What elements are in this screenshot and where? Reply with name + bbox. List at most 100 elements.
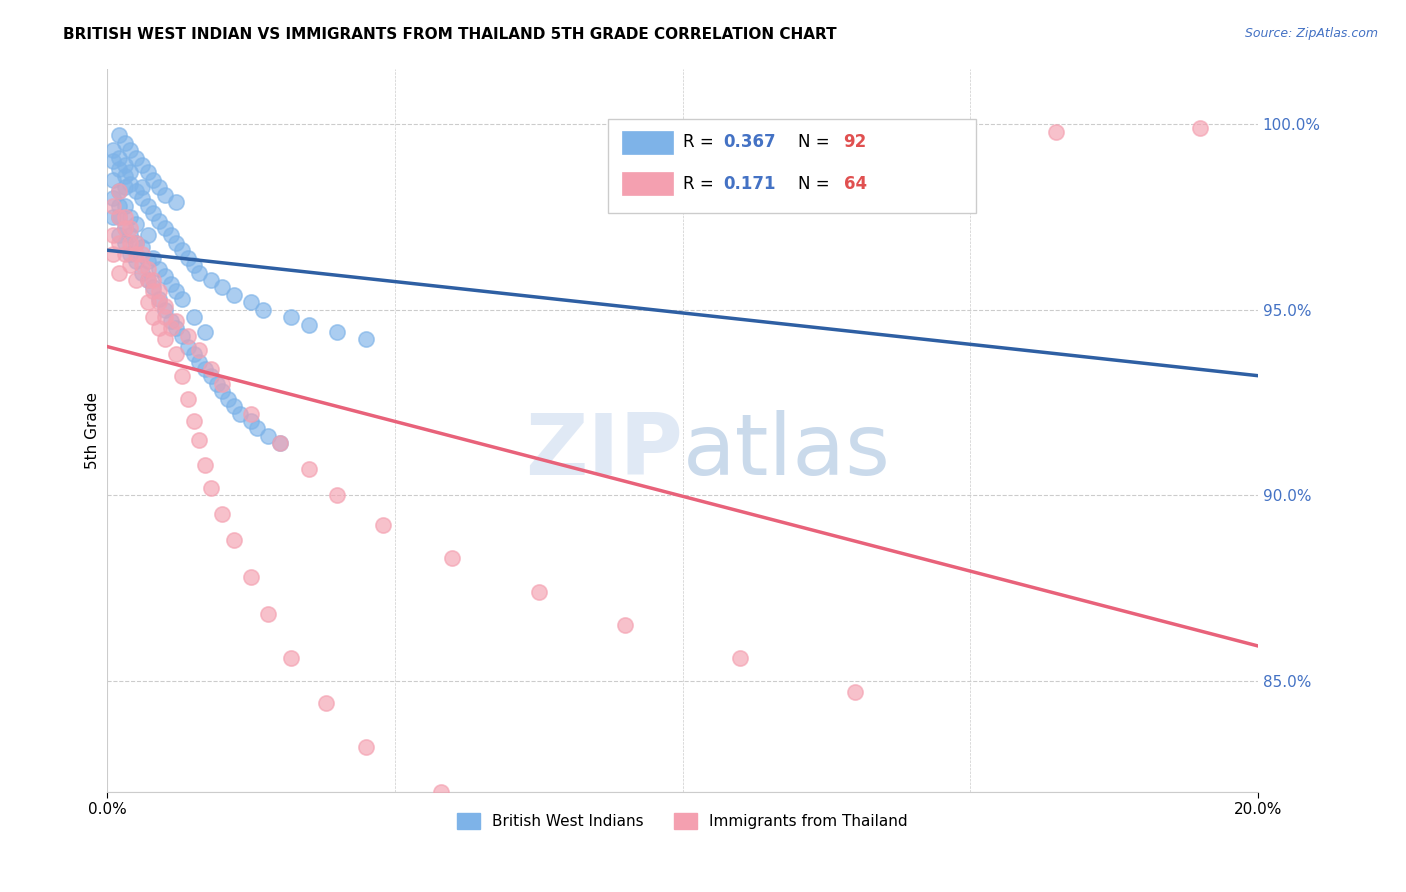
- Point: [159, 314, 181, 328]
- Point: [1189, 120, 1212, 135]
- Point: [114, 169, 136, 183]
- Point: [136, 199, 159, 213]
- Point: [131, 191, 153, 205]
- Point: [125, 217, 148, 231]
- Point: [177, 328, 200, 343]
- Point: [120, 165, 142, 179]
- Point: [107, 228, 129, 243]
- Point: [280, 310, 302, 324]
- Point: [131, 239, 153, 253]
- Text: atlas: atlas: [682, 410, 890, 493]
- Point: [131, 258, 153, 272]
- Point: [280, 651, 302, 665]
- Point: [200, 362, 222, 376]
- Point: [188, 343, 211, 358]
- Point: [114, 221, 136, 235]
- Point: [211, 507, 233, 521]
- Point: [211, 384, 233, 399]
- Point: [170, 369, 193, 384]
- Point: [120, 258, 142, 272]
- Point: [200, 273, 222, 287]
- Point: [240, 570, 263, 584]
- Point: [136, 273, 159, 287]
- Point: [107, 184, 129, 198]
- Point: [148, 213, 170, 227]
- Point: [211, 280, 233, 294]
- Point: [107, 128, 129, 143]
- Point: [873, 128, 896, 143]
- Text: N =: N =: [797, 133, 835, 152]
- Point: [170, 292, 193, 306]
- Text: Source: ZipAtlas.com: Source: ZipAtlas.com: [1244, 27, 1378, 40]
- Point: [297, 318, 319, 332]
- Point: [142, 173, 165, 187]
- Point: [136, 228, 159, 243]
- Point: [125, 273, 148, 287]
- Point: [222, 533, 245, 547]
- Point: [240, 295, 263, 310]
- Point: [188, 354, 211, 368]
- Point: [527, 584, 550, 599]
- Point: [165, 284, 187, 298]
- Point: [354, 740, 377, 755]
- Point: [107, 161, 129, 176]
- Point: [153, 187, 176, 202]
- Point: [107, 151, 129, 165]
- Point: [177, 340, 200, 354]
- Point: [131, 158, 153, 172]
- Point: [142, 206, 165, 220]
- Point: [148, 284, 170, 298]
- Point: [107, 210, 129, 224]
- FancyBboxPatch shape: [607, 120, 976, 213]
- Point: [101, 143, 124, 157]
- Point: [125, 151, 148, 165]
- Point: [188, 433, 211, 447]
- Point: [200, 369, 222, 384]
- Point: [107, 266, 129, 280]
- Point: [246, 421, 269, 435]
- Point: [114, 136, 136, 150]
- Point: [142, 284, 165, 298]
- Point: [107, 235, 129, 250]
- Point: [222, 288, 245, 302]
- Point: [153, 221, 176, 235]
- Point: [758, 120, 780, 135]
- Point: [142, 273, 165, 287]
- Point: [269, 436, 291, 450]
- Point: [326, 325, 349, 339]
- Point: [120, 235, 142, 250]
- Text: 0.171: 0.171: [723, 175, 775, 193]
- Point: [844, 685, 866, 699]
- Point: [257, 429, 280, 443]
- Point: [188, 266, 211, 280]
- Point: [114, 180, 136, 194]
- Point: [142, 251, 165, 265]
- Point: [170, 328, 193, 343]
- FancyBboxPatch shape: [621, 172, 673, 195]
- Point: [131, 266, 153, 280]
- Point: [257, 607, 280, 621]
- Point: [101, 210, 124, 224]
- Point: [107, 210, 129, 224]
- Point: [297, 462, 319, 476]
- Point: [194, 458, 217, 473]
- Point: [159, 228, 181, 243]
- Point: [430, 785, 453, 799]
- Text: 0.367: 0.367: [723, 133, 776, 152]
- Text: R =: R =: [682, 175, 718, 193]
- Text: ZIP: ZIP: [524, 410, 682, 493]
- Point: [228, 407, 250, 421]
- Point: [159, 321, 181, 335]
- Legend: British West Indians, Immigrants from Thailand: British West Indians, Immigrants from Th…: [451, 806, 914, 835]
- Point: [159, 277, 181, 291]
- Point: [131, 180, 153, 194]
- Point: [217, 392, 239, 406]
- Point: [165, 195, 187, 210]
- Point: [125, 247, 148, 261]
- Point: [125, 254, 148, 268]
- Point: [165, 235, 187, 250]
- Point: [194, 362, 217, 376]
- Point: [614, 618, 637, 632]
- Point: [183, 258, 205, 272]
- Point: [183, 414, 205, 428]
